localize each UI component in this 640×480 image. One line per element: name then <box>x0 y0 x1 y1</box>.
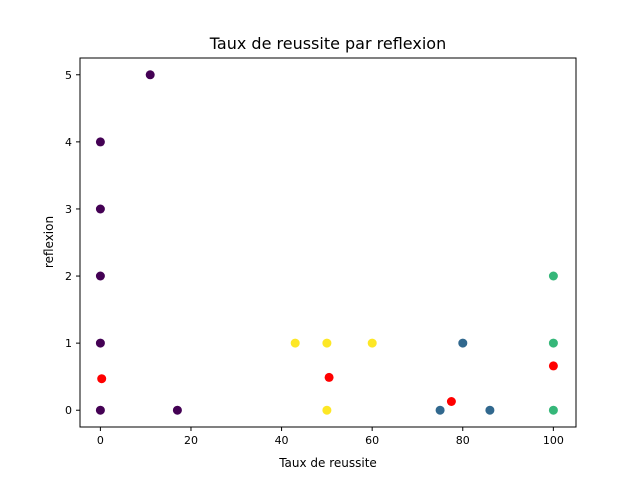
x-tick-label: 60 <box>365 434 379 447</box>
y-axis-label: reflexion <box>42 216 56 268</box>
y-tick-label: 5 <box>65 69 72 82</box>
data-point <box>322 405 332 415</box>
x-axis: 0 20 40 60 80 100 <box>97 427 564 447</box>
x-tick-label: 40 <box>275 434 289 447</box>
data-point <box>95 137 105 147</box>
chart-title: Taux de reussite par reflexion <box>209 34 446 53</box>
data-point <box>367 338 377 348</box>
data-point <box>324 372 334 382</box>
data-point <box>485 405 495 415</box>
data-point <box>95 204 105 214</box>
x-tick-label: 20 <box>184 434 198 447</box>
data-point <box>95 338 105 348</box>
data-point <box>145 70 155 80</box>
data-point <box>290 338 300 348</box>
data-point <box>548 271 558 281</box>
data-point <box>548 405 558 415</box>
x-tick-label: 80 <box>456 434 470 447</box>
x-tick-label: 100 <box>543 434 564 447</box>
y-axis: 0 1 2 3 4 5 <box>65 69 80 417</box>
y-tick-label: 2 <box>65 270 72 283</box>
data-point <box>446 397 456 406</box>
data-point <box>95 405 105 415</box>
data-point <box>95 271 105 281</box>
data-point <box>435 405 445 415</box>
data-point <box>548 361 558 371</box>
data-point <box>548 338 558 348</box>
data-point <box>458 338 468 348</box>
x-tick-label: 0 <box>97 434 104 447</box>
y-tick-label: 0 <box>65 404 72 417</box>
x-axis-label: Taux de reussite <box>278 456 377 470</box>
data-point <box>172 405 182 415</box>
y-tick-label: 1 <box>65 337 72 350</box>
y-tick-label: 3 <box>65 203 72 216</box>
plot-area <box>95 70 558 415</box>
y-tick-label: 4 <box>65 136 72 149</box>
data-point <box>97 374 107 384</box>
axes-frame <box>79 57 577 428</box>
data-point <box>322 338 332 348</box>
